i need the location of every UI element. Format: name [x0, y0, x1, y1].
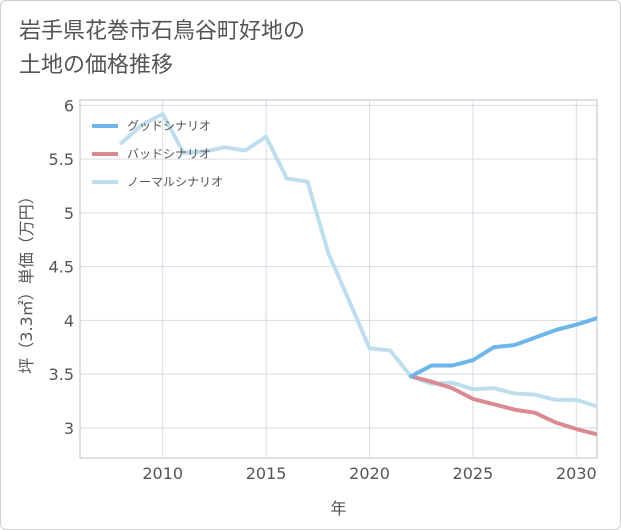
- legend-label-2: ノーマルシナリオ: [127, 175, 223, 189]
- legend-label-1: バッドシナリオ: [127, 147, 211, 161]
- x-tick-label: 2020: [349, 464, 390, 483]
- series-line-0: [408, 316, 597, 379]
- y-tick-label: 4.5: [49, 258, 74, 277]
- y-axis-label: 坪（3.3㎡）単価（万円）: [17, 188, 36, 373]
- chart-title: 岩手県花巻市石鳥谷町好地の 土地の価格推移: [19, 15, 305, 83]
- y-tick-label: 3: [64, 419, 74, 438]
- tick-labels: 2010 2015 2020 2025 2030 3 3.5 4 4.5 5 5.5 6: [49, 96, 597, 483]
- x-tick-label: 2015: [246, 464, 287, 483]
- series-line-2: [119, 112, 597, 409]
- x-tick-label: 2025: [453, 464, 494, 483]
- legend-label-0: グッドシナリオ: [127, 119, 211, 133]
- title-line-2: 土地の価格推移: [19, 53, 174, 78]
- y-tick-label: 5: [64, 204, 74, 223]
- y-tick-label: 4: [64, 311, 74, 330]
- y-tick-label: 6: [64, 96, 74, 115]
- grid-lines: [80, 100, 597, 458]
- x-tick-label: 2030: [556, 464, 597, 483]
- series-lines: [119, 112, 597, 437]
- title-line-1: 岩手県花巻市石鳥谷町好地の: [19, 19, 306, 44]
- y-tick-label: 5.5: [49, 150, 74, 169]
- series-line-1: [408, 374, 597, 437]
- y-tick-label: 3.5: [49, 365, 74, 384]
- x-tick-label: 2010: [142, 464, 183, 483]
- x-axis-label: 年: [330, 499, 346, 518]
